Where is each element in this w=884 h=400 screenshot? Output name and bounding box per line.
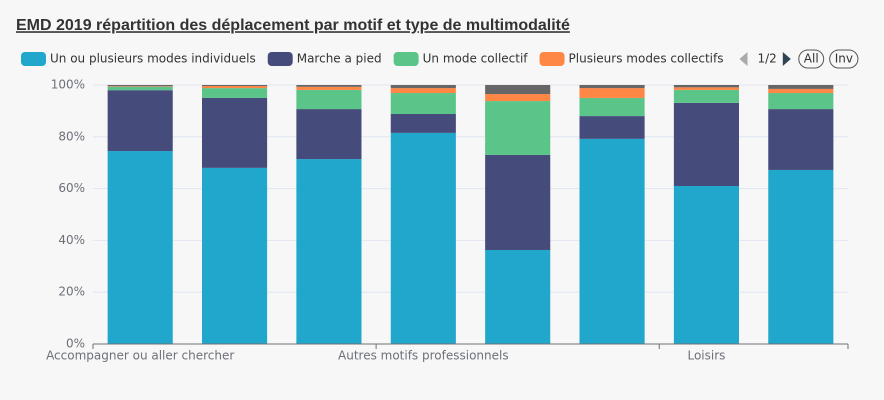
y-tick-label: 80%	[58, 129, 85, 143]
bar-segment	[673, 89, 739, 103]
bar-segment	[202, 97, 268, 168]
legend-label[interactable]: Un ou plusieurs modes individuels	[50, 52, 256, 66]
legend-swatch[interactable]	[393, 52, 419, 66]
bar-segment	[768, 169, 834, 344]
bar-segment	[296, 85, 362, 87]
bar-segment	[579, 88, 645, 98]
bar-segment	[673, 87, 739, 90]
bar-segment	[390, 114, 456, 133]
legend-swatch[interactable]	[539, 52, 565, 66]
bar-segment	[768, 109, 834, 170]
legend-button-label[interactable]: Inv	[835, 52, 853, 66]
bar-segment	[485, 85, 551, 95]
bar-segment	[107, 151, 173, 344]
bar-segment	[296, 86, 362, 90]
bar-segment	[485, 249, 551, 344]
legend-button[interactable]	[798, 49, 825, 69]
bar-segment	[202, 86, 268, 89]
x-tick-label: Accompagner ou aller chercher	[46, 349, 234, 363]
legend-label[interactable]: Un mode collectif	[423, 52, 529, 66]
legend-button-label[interactable]: All	[804, 52, 819, 66]
y-tick-label: 0%	[66, 337, 85, 351]
legend-label[interactable]: Marche a pied	[297, 52, 382, 66]
legend-label[interactable]: Plusieurs modes collectifs	[569, 52, 724, 66]
bar-segment	[390, 93, 456, 115]
bar-segment	[107, 85, 173, 87]
bar-segment	[485, 101, 551, 155]
bar-segment	[107, 90, 173, 152]
legend-next[interactable]	[782, 52, 791, 66]
bar-segment	[673, 85, 739, 88]
bar-segment	[579, 85, 645, 89]
bar-segment	[768, 85, 834, 89]
bar-segment	[485, 94, 551, 102]
y-tick-label: 100%	[51, 78, 85, 92]
y-tick-label: 20%	[58, 285, 85, 299]
legend-swatch[interactable]	[267, 52, 293, 66]
legend-button[interactable]	[829, 49, 859, 69]
bar-segment	[296, 89, 362, 110]
bar-segment	[390, 88, 456, 94]
bar-segment	[107, 86, 173, 91]
y-tick-label: 40%	[58, 233, 85, 247]
legend-prev[interactable]	[739, 52, 748, 66]
bar-segment	[390, 132, 456, 344]
bar-segment	[579, 116, 645, 139]
bar-segment	[296, 109, 362, 160]
bar-segment	[768, 88, 834, 94]
legend-swatch[interactable]	[21, 52, 46, 66]
bar-segment	[107, 86, 173, 87]
bar-segment	[673, 186, 739, 344]
legend-page: 1/2	[757, 52, 776, 66]
chart-title: EMD 2019 répartition des déplacement par…	[16, 17, 570, 34]
bar-segment	[296, 159, 362, 344]
bar-segment	[202, 88, 268, 98]
y-tick-label: 60%	[58, 181, 85, 195]
x-tick-label: Autres motifs professionnels	[338, 349, 509, 363]
bar-segment	[202, 85, 268, 87]
x-tick-label: Loisirs	[687, 349, 725, 363]
bar-segment	[673, 102, 739, 187]
bar-segment	[390, 85, 456, 89]
bar-segment	[579, 97, 645, 117]
bar-segment	[768, 93, 834, 110]
bar-segment	[579, 138, 645, 344]
bar-segment	[485, 154, 551, 250]
bar-segment	[202, 167, 268, 344]
